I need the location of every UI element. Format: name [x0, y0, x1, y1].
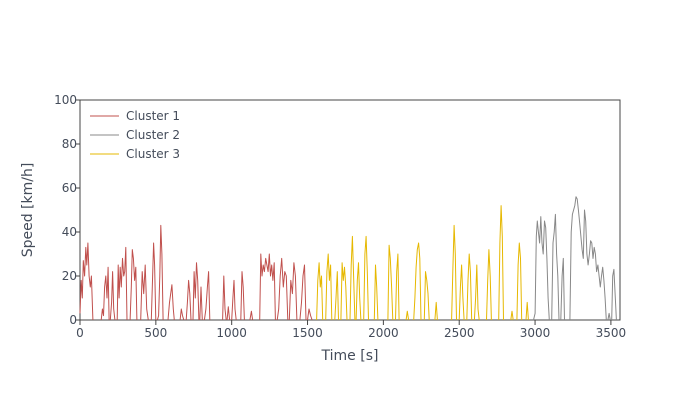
series-3-segment-16 — [466, 253, 473, 321]
series-3-segment-5 — [355, 262, 362, 321]
series-2-segment-3 — [569, 196, 607, 321]
legend-label: Cluster 2 — [126, 128, 180, 142]
series-2-segment-4 — [607, 312, 611, 321]
series-2-segment-1 — [551, 213, 560, 321]
series-3 — [316, 205, 529, 321]
series-1-segment-21 — [288, 262, 298, 321]
tick-labels: 0 500 1000 1500 2000 2500 3000 3500 0 20 40 60 80 100 — [54, 93, 626, 340]
series-3-segment-7 — [373, 264, 379, 321]
x-tick-label: 1000 — [216, 326, 247, 340]
series-1-segment-7 — [156, 224, 164, 321]
series-3-segment-15 — [458, 264, 465, 321]
series-1-segment-16 — [231, 279, 237, 321]
series-3-segment-13 — [434, 301, 438, 321]
series-3-segment-14 — [451, 224, 457, 321]
series-1-segment-10 — [185, 279, 192, 321]
series-layer — [79, 196, 617, 321]
series-3-segment-11 — [413, 242, 422, 321]
legend-label: Cluster 3 — [126, 147, 180, 161]
series-1-segment-13 — [203, 271, 211, 321]
series-1 — [79, 224, 313, 321]
series-3-segment-22 — [525, 301, 529, 321]
series-2 — [533, 196, 617, 321]
series-1-segment-5 — [140, 264, 149, 321]
series-1-segment-6 — [150, 242, 157, 321]
series-3-segment-12 — [423, 271, 430, 321]
series-1-segment-4 — [129, 249, 138, 321]
series-3-segment-3 — [340, 262, 348, 321]
y-tick-label: 40 — [62, 225, 77, 239]
legend-item-cluster-1[interactable]: Cluster 1 — [90, 109, 180, 123]
series-1-segment-14 — [222, 275, 227, 321]
y-tick-label: 0 — [69, 313, 77, 327]
series-1-segment-11 — [192, 262, 200, 321]
series-3-segment-18 — [486, 249, 492, 321]
x-axis-title: Time [s] — [321, 348, 379, 364]
x-tick-label: 3500 — [596, 326, 627, 340]
series-1-segment-9 — [179, 308, 185, 321]
series-3-segment-2 — [334, 271, 339, 321]
y-tick-label: 80 — [62, 137, 77, 151]
y-axis-title: Speed [km/h] — [20, 163, 36, 258]
legend[interactable]: Cluster 1 Cluster 2 Cluster 3 — [90, 109, 180, 161]
series-3-segment-19 — [498, 205, 504, 321]
series-3-segment-8 — [387, 244, 394, 321]
series-3-segment-6 — [363, 235, 369, 321]
series-3-segment-17 — [473, 264, 480, 321]
series-1-segment-17 — [240, 271, 245, 321]
series-3-segment-20 — [510, 310, 514, 321]
series-1-segment-23 — [307, 308, 313, 321]
legend-item-cluster-3[interactable]: Cluster 3 — [90, 147, 180, 161]
series-2-segment-0 — [533, 216, 550, 321]
y-tick-label: 20 — [62, 269, 77, 283]
series-1-segment-3 — [116, 246, 128, 321]
series-1-segment-20 — [276, 257, 289, 321]
series-1-segment-0 — [79, 242, 94, 321]
y-tick-label: 100 — [54, 93, 77, 107]
series-3-segment-1 — [325, 253, 333, 321]
y-tick-label: 60 — [62, 181, 77, 195]
series-1-segment-8 — [167, 284, 175, 321]
legend-label: Cluster 1 — [126, 109, 180, 123]
series-2-segment-5 — [611, 268, 617, 321]
series-1-segment-15 — [226, 306, 231, 321]
x-tick-label: 0 — [76, 326, 84, 340]
x-tick-label: 1500 — [292, 326, 323, 340]
legend-item-cluster-2[interactable]: Cluster 2 — [90, 128, 180, 142]
series-1-segment-1 — [100, 266, 110, 321]
series-3-segment-10 — [405, 310, 410, 321]
x-tick-label: 2000 — [368, 326, 399, 340]
series-1-segment-19 — [259, 253, 276, 321]
x-tick-label: 500 — [144, 326, 167, 340]
series-1-segment-2 — [109, 271, 116, 321]
series-3-segment-4 — [349, 235, 356, 321]
series-2-segment-2 — [560, 257, 565, 321]
series-3-segment-9 — [395, 253, 400, 321]
series-1-segment-18 — [249, 310, 254, 321]
x-tick-label: 3000 — [520, 326, 551, 340]
series-3-segment-0 — [316, 262, 324, 321]
series-1-segment-22 — [299, 264, 307, 321]
x-tick-label: 2500 — [444, 326, 475, 340]
series-1-segment-12 — [199, 286, 203, 321]
series-3-segment-21 — [516, 242, 523, 321]
